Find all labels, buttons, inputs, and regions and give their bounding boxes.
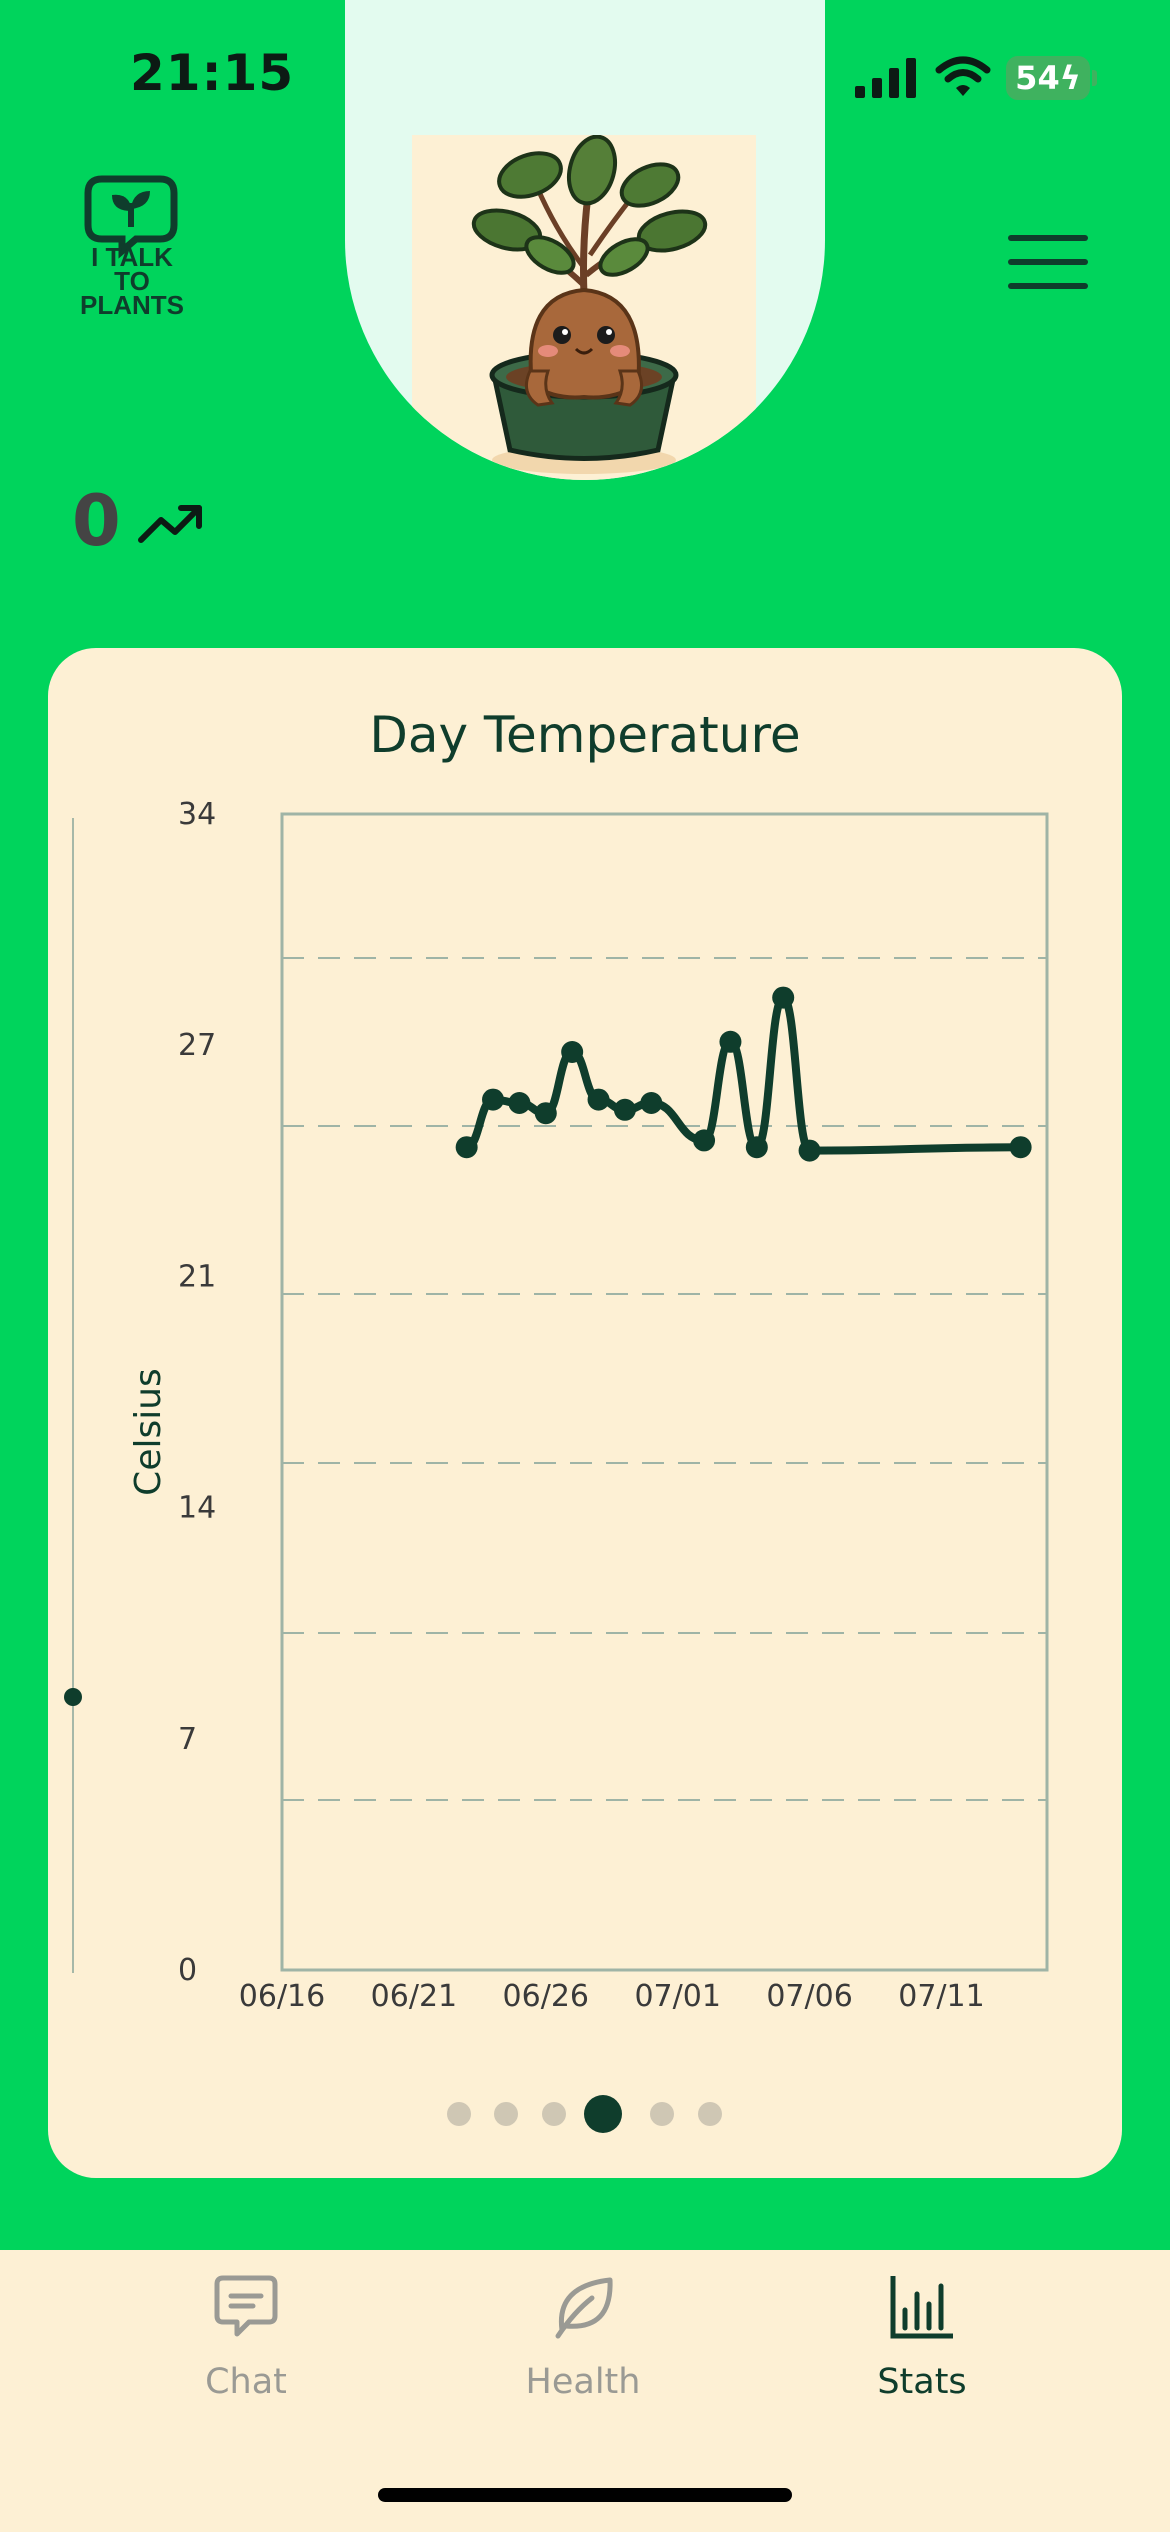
y-tick-label: 27 [178,1028,216,1063]
leaf-icon [555,2277,613,2339]
chat-icon [214,2275,278,2337]
x-tick-label: 07/11 [898,1979,984,2014]
hamburger-menu-icon-line-3 [1008,283,1088,289]
y-tick-label: 21 [178,1259,216,1294]
data-point [482,1088,505,1111]
data-point [508,1092,531,1114]
x-tick-label: 06/26 [503,1979,589,2014]
y-tick-label: 14 [178,1491,216,1526]
page-indicator[interactable] [0,2094,1170,2134]
data-point [561,1041,584,1063]
data-point [798,1139,821,1162]
status-bar: 21:15 54ϟ [0,0,1170,150]
tab-stats[interactable]: Stats [812,2272,1032,2422]
bar-chart-icon [890,2276,953,2339]
data-point [719,1030,742,1053]
plant-avatar-arch [345,0,825,480]
tab-stats-label: Stats [877,2362,967,2402]
data-point [587,1088,610,1111]
battery-level: 54 [1015,59,1060,97]
data-point [534,1102,557,1125]
streak-count: 0 [72,480,121,562]
wifi-icon [935,56,991,96]
brand-logo-text: I TALK TO PLANTS [62,242,202,320]
page-dot[interactable] [650,2102,674,2126]
home-indicator [378,2488,792,2502]
bottom-tab-bar: Chat Health Stats [0,2250,1170,2532]
mandrake-plant-illustration [471,134,708,474]
cellular-signal-icon [855,58,916,98]
data-point [693,1129,716,1152]
temperature-chart: 34 27 21 14 7 0 06/16 06/21 06/26 07/01 07/06 07/11… [64,797,1049,2014]
y-tick-label: 7 [178,1722,197,1757]
data-point [640,1092,663,1114]
stats-card[interactable]: Day Temperature 34 27 21 14 7 0 06/16 06/21 06/2… [48,648,1122,2178]
tab-chat-label: Chat [205,2362,287,2402]
plot-frame [280,812,1049,1972]
status-time: 21:15 [130,44,295,102]
page-dot[interactable] [542,2102,566,2126]
x-tick-label: 06/16 [239,1979,325,2014]
y-axis-label: Celsius [128,1368,169,1496]
x-tick-label: 07/06 [766,1979,852,2014]
charging-bolt-icon: ϟ [1059,59,1081,97]
plant-avatar[interactable] [412,134,756,480]
menu-button[interactable] [1008,235,1088,289]
x-tick-label: 06/21 [371,1979,457,2014]
data-point [772,986,795,1009]
y-tick-label: 0 [178,1953,197,1988]
tab-health[interactable]: Health [473,2272,693,2422]
logo-line-1: I TALK [91,242,173,272]
data-point [613,1098,636,1121]
data-point [455,1136,478,1159]
page-dot-active[interactable] [584,2095,622,2133]
speech-leaf-logo-icon [84,175,178,259]
chart-title: Day Temperature [369,706,801,764]
hamburger-menu-icon [1008,235,1088,241]
tab-chat[interactable]: Chat [136,2272,356,2422]
data-point [1009,1136,1032,1159]
hamburger-menu-icon-line-2 [1008,259,1088,265]
page-dot[interactable] [494,2102,518,2126]
data-point [745,1136,768,1159]
series-line [462,993,1025,1155]
tab-health-label: Health [525,2362,641,2402]
left-axis-marker [64,1688,82,1706]
page-dot[interactable] [698,2102,722,2126]
trending-up-icon [138,505,202,543]
battery-cap [1092,70,1097,86]
logo-line-2: TO [114,266,150,296]
y-tick-label: 34 [178,797,216,832]
logo-line-3: PLANTS [80,290,184,320]
x-tick-label: 07/01 [634,1979,720,2014]
battery-indicator: 54ϟ [1006,56,1090,100]
page-dot[interactable] [447,2102,471,2126]
